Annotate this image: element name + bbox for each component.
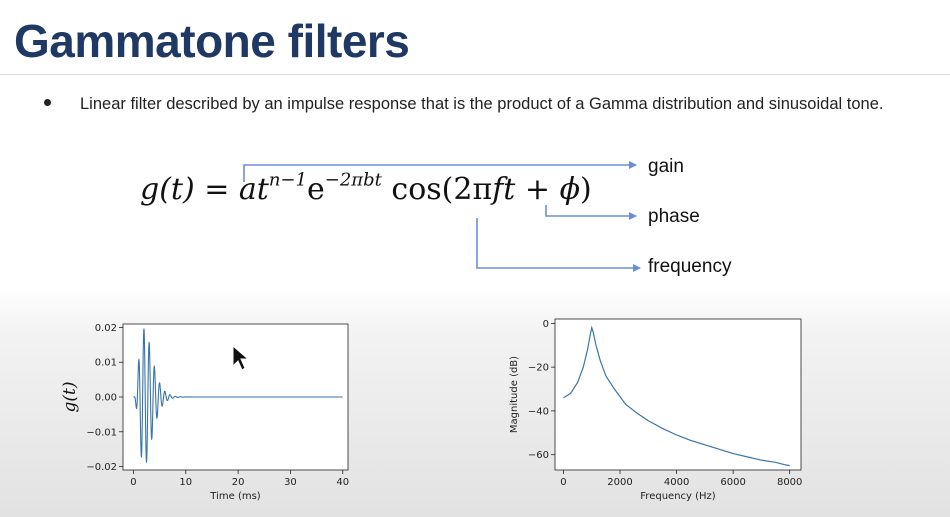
y-tick-label: 0 xyxy=(543,319,549,330)
bullet-text: Linear filter described by an impulse re… xyxy=(80,95,884,113)
x-tick-label: 40 xyxy=(336,477,349,488)
formula-lhs: g(t) = xyxy=(140,172,239,207)
formula-phase-term: ϕ xyxy=(559,172,581,207)
formula-e-exponent: −2πbt xyxy=(324,169,382,191)
x-tick-label: 4000 xyxy=(664,477,689,488)
frequency-arrow xyxy=(476,218,641,272)
x-axis-label: Time (ms) xyxy=(209,491,261,502)
formula-plus: + xyxy=(515,172,560,207)
frequency-label: frequency xyxy=(648,256,732,277)
y-axis-label: g(t) xyxy=(60,382,80,413)
x-tick-label: 20 xyxy=(232,477,245,488)
y-tick-label: −40 xyxy=(528,406,549,417)
series-line-impulse xyxy=(133,328,343,464)
formula-frequency-term: ft xyxy=(492,172,516,207)
gain-label: gain xyxy=(648,156,684,177)
mouse-cursor-icon xyxy=(232,344,250,371)
y-tick-label: 0.01 xyxy=(95,358,117,369)
y-tick-label: 0.02 xyxy=(95,323,117,334)
y-tick-label: −60 xyxy=(528,450,549,461)
formula-cos: cos(2π xyxy=(381,172,493,207)
x-tick-label: 2000 xyxy=(607,477,632,488)
slide-title: Gammatone filters xyxy=(14,15,410,67)
series-line-magnitude xyxy=(563,325,790,467)
formula-close: ) xyxy=(580,172,592,207)
title-divider xyxy=(0,74,950,75)
x-tick-label: 30 xyxy=(284,477,297,488)
y-axis-label: Magnitude (dB) xyxy=(509,356,520,433)
phase-label: phase xyxy=(648,206,700,227)
y-tick-label: 0.00 xyxy=(95,393,117,404)
x-tick-label: 6000 xyxy=(720,477,745,488)
y-tick-label: −0.01 xyxy=(86,427,117,438)
x-axis-label: Frequency (Hz) xyxy=(640,491,716,502)
phase-arrow xyxy=(545,205,637,220)
x-tick-label: 10 xyxy=(179,477,192,488)
gammatone-formula: g(t) = atn−1e−2πbt cos(2πft + ϕ) xyxy=(140,169,592,207)
formula-t: t xyxy=(256,172,269,207)
bullet-marker xyxy=(44,99,51,106)
gain-arrow xyxy=(243,161,637,182)
formula-t-exponent: n−1 xyxy=(268,169,307,191)
x-tick-label: 0 xyxy=(130,477,136,488)
y-tick-label: −20 xyxy=(528,363,549,374)
x-tick-label: 8000 xyxy=(777,477,802,488)
x-tick-label: 0 xyxy=(560,477,566,488)
y-tick-label: −0.02 xyxy=(86,462,117,473)
formula-e: e xyxy=(306,172,325,207)
